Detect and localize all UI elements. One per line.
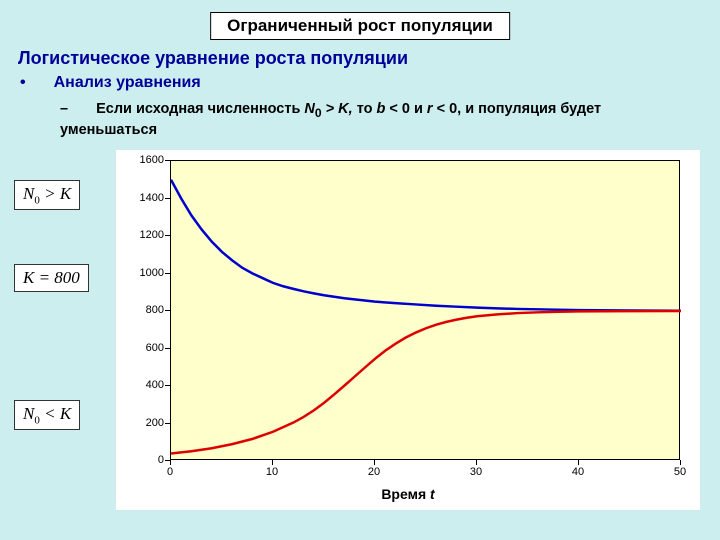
slide-subtitle: Логистическое уравнение роста популяции (18, 48, 408, 69)
equation-n0-lt-k: N0 < K (14, 400, 80, 430)
y-tick-label: 0 (116, 454, 164, 466)
y-tick-mark (165, 310, 170, 311)
bullet-dot: • (20, 74, 26, 91)
x-tick-mark (272, 460, 273, 465)
x-axis-label: Время t (381, 486, 434, 502)
eq1-rhs: > K (40, 184, 71, 203)
b2-var1: N (304, 101, 314, 117)
xlabel-var: t (430, 486, 435, 502)
y-tick-mark (165, 235, 170, 236)
b2-sub1: 0 (315, 106, 322, 120)
bullet-dash: – (60, 101, 68, 117)
chart-container: Время t 0 200 400 600 800 1000 1200 1400 1600 0 10… (116, 150, 700, 510)
x-tick-label: 50 (674, 466, 686, 478)
b2-plain1: то (357, 101, 377, 117)
y-tick-mark (165, 348, 170, 349)
y-tick-mark (165, 198, 170, 199)
series-above-K (171, 180, 681, 311)
x-tick-mark (170, 460, 171, 465)
slide: Ограниченный рост популяции Логистическо… (0, 0, 720, 540)
x-tick-label: 40 (572, 466, 584, 478)
y-tick-label: 200 (116, 417, 164, 429)
chart-svg (171, 161, 681, 461)
equation-k-800: K = 800 (14, 264, 89, 292)
xlabel-prefix: Время (381, 486, 430, 502)
plot-area (170, 160, 680, 460)
y-tick-mark (165, 423, 170, 424)
y-tick-mark (165, 385, 170, 386)
bullet-level2: –Если исходная численность N0 > K, то b … (60, 100, 700, 141)
x-tick-label: 10 (266, 466, 278, 478)
y-tick-label: 600 (116, 342, 164, 354)
b2-var2: b (376, 101, 385, 117)
equation-n0-gt-k: N0 > K (14, 180, 80, 210)
eq3-rhs: < K (40, 404, 71, 423)
x-tick-mark (578, 460, 579, 465)
x-tick-mark (374, 460, 375, 465)
b2-mid3: < 0, (433, 101, 466, 117)
y-tick-label: 1200 (116, 229, 164, 241)
b2-prefix: Если исходная численность (96, 101, 304, 117)
b2-mid1: > K, (322, 101, 357, 117)
x-tick-mark (680, 460, 681, 465)
y-tick-label: 400 (116, 379, 164, 391)
x-tick-mark (476, 460, 477, 465)
b2-plain2: и (414, 101, 427, 117)
y-tick-label: 1000 (116, 267, 164, 279)
y-tick-label: 1400 (116, 192, 164, 204)
slide-title: Ограниченный рост популяции (210, 12, 510, 40)
x-tick-label: 0 (167, 466, 173, 478)
y-tick-label: 800 (116, 304, 164, 316)
y-tick-label: 1600 (116, 154, 164, 166)
series-below-K (171, 311, 681, 454)
y-tick-mark (165, 273, 170, 274)
x-tick-label: 20 (368, 466, 380, 478)
bullet1-text: Анализ уравнения (54, 74, 201, 91)
y-tick-mark (165, 160, 170, 161)
eq1-lhs: N (23, 184, 34, 203)
bullet-level1: • Анализ уравнения (20, 74, 201, 92)
eq3-lhs: N (23, 404, 34, 423)
x-tick-label: 30 (470, 466, 482, 478)
b2-mid2: < 0 (385, 101, 414, 117)
